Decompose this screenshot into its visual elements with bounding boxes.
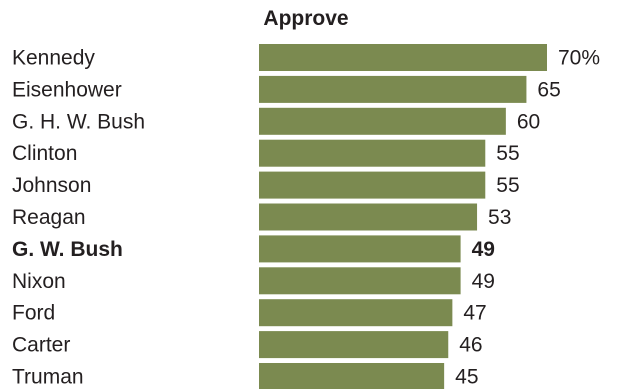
value-label-johnson: 55: [496, 174, 519, 197]
bar-g-w-bush: [259, 235, 461, 263]
bar-truman: [259, 363, 445, 389]
category-label-g-w-bush: G. W. Bush: [12, 238, 123, 261]
value-label-clinton: 55: [496, 142, 519, 165]
bar-reagan: [259, 203, 478, 231]
category-label-nixon: Nixon: [12, 270, 66, 293]
bar-ford: [259, 299, 453, 327]
chart-header: Approve: [263, 7, 348, 30]
bar-carter: [259, 331, 449, 359]
category-label-eisenhower: Eisenhower: [12, 78, 122, 101]
bar-clinton: [259, 139, 486, 167]
category-label-johnson: Johnson: [12, 174, 91, 197]
category-label-reagan: Reagan: [12, 206, 86, 229]
value-label-nixon: 49: [472, 270, 495, 293]
category-label-carter: Carter: [12, 334, 70, 357]
category-label-ford: Ford: [12, 302, 55, 325]
value-label-truman: 45: [455, 366, 478, 389]
value-label-reagan: 53: [488, 206, 511, 229]
category-label-g-h-w-bush: G. H. W. Bush: [12, 110, 145, 133]
value-label-ford: 47: [463, 302, 486, 325]
value-label-carter: 46: [459, 334, 482, 357]
value-label-g-w-bush: 49: [472, 238, 495, 261]
bars-layer: Kennedy 70% Eisenhower 65 G. H. W. Bush 60 Cli…: [12, 44, 600, 389]
value-label-eisenhower: 65: [537, 78, 560, 101]
bar-kennedy: [259, 44, 547, 71]
bar-johnson: [259, 171, 486, 199]
value-label-g-h-w-bush: 60: [517, 110, 540, 133]
category-label-kennedy: Kennedy: [12, 47, 95, 70]
bar-nixon: [259, 267, 461, 295]
category-label-truman: Truman: [12, 366, 84, 389]
bar-g-h-w-bush: [259, 107, 506, 135]
value-label-kennedy: 70%: [558, 47, 600, 70]
bar-eisenhower: [259, 75, 527, 103]
category-label-clinton: Clinton: [12, 142, 77, 165]
